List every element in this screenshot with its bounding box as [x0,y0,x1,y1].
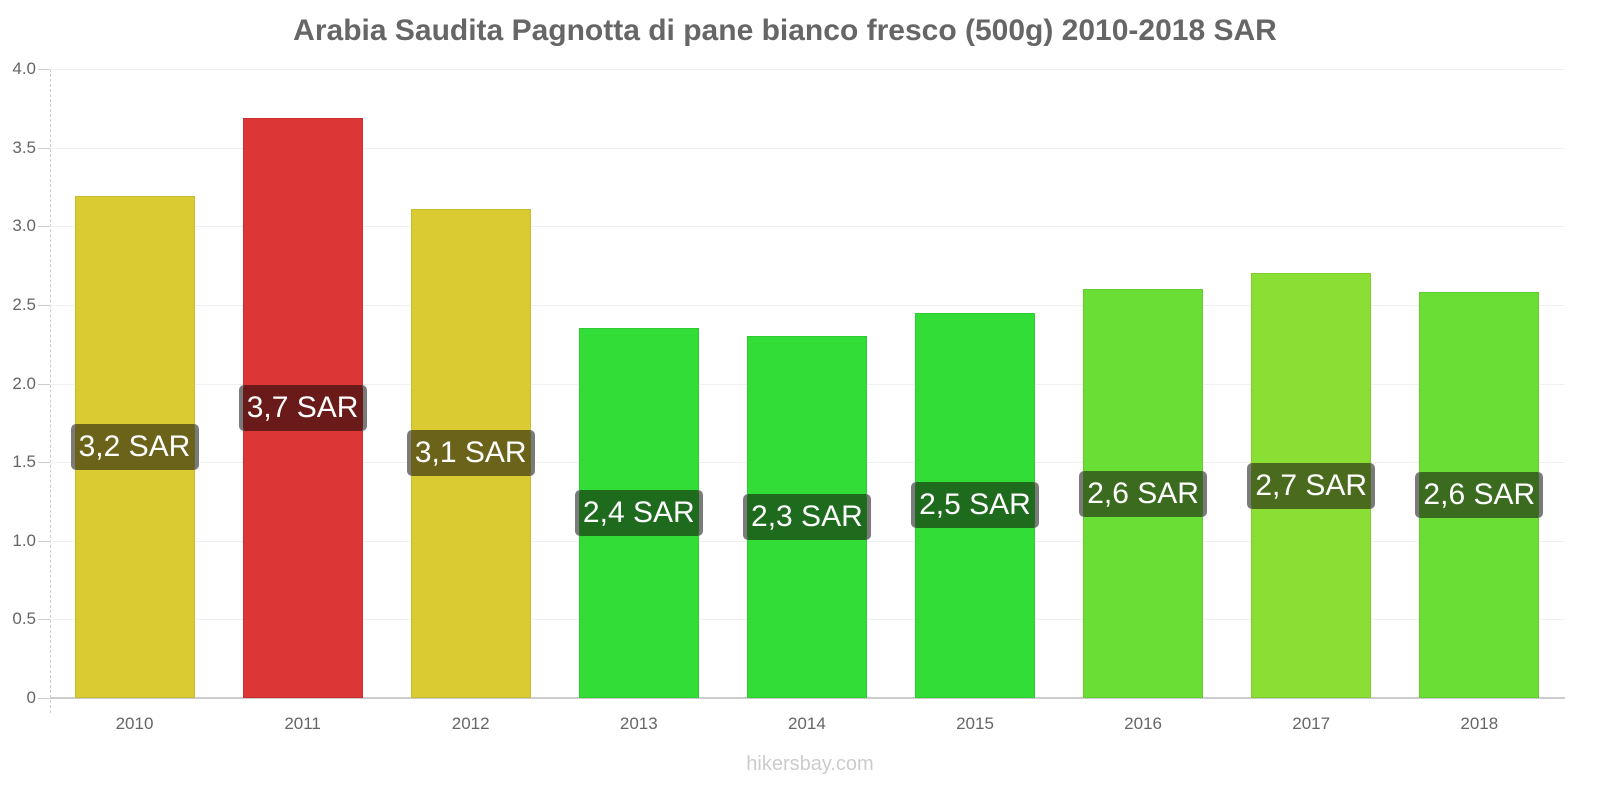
y-tick-mark [38,226,50,227]
y-tick-mark [38,69,50,70]
y-tick-mark [38,305,50,306]
y-tick-mark [38,462,50,463]
x-tick-label: 2014 [787,714,826,733]
gridline [50,226,1565,227]
y-tick-label: 3.0 [12,216,36,235]
y-tick-label: 0.5 [12,609,36,628]
y-tick-mark [38,541,50,542]
gridline [50,148,1565,149]
x-tick-label: 2013 [619,714,658,733]
x-tick-label: 2012 [451,714,490,733]
y-tick-mark [38,384,50,385]
x-tick-label: 2016 [1124,714,1162,733]
y-tick-mark [38,698,50,699]
y-tick-label: 1.5 [12,452,36,471]
chart-title: Arabia Saudita Pagnotta di pane bianco f… [293,14,1277,47]
x-tick-label: 2018 [1460,714,1499,733]
y-tick-label: 2.0 [12,374,36,393]
x-tick-label: 2010 [115,714,154,733]
y-tick-mark [38,619,50,620]
data-label-2016: 2,6 SAR [1079,470,1208,517]
x-tick-label: 2017 [1292,714,1331,733]
data-label-2014: 2,3 SAR [742,494,871,541]
y-tick-mark [38,148,50,149]
x-axis-line [50,697,1565,699]
watermark: hikersbay.com [746,753,874,775]
data-label-2018: 2,6 SAR [1415,472,1544,519]
gridline [50,69,1565,70]
data-label-2017: 2,7 SAR [1247,462,1376,509]
data-label-2010: 3,2 SAR [70,424,199,471]
data-label-2015: 2,5 SAR [911,482,1039,529]
data-label-2011: 3,7 SAR [238,384,367,431]
y-tick-label: 1.0 [12,531,36,550]
y-tick-label: 3.5 [12,138,36,157]
x-tick-label: 2015 [956,714,994,733]
y-tick-label: 0 [26,688,36,707]
gridline [50,305,1565,306]
x-tick-label: 2011 [284,714,321,733]
data-label-2012: 3,1 SAR [406,430,535,477]
y-tick-label: 4.0 [12,59,36,78]
y-axis-line [50,69,52,713]
data-label-2013: 2,4 SAR [574,490,703,537]
y-tick-label: 2.5 [12,295,36,314]
